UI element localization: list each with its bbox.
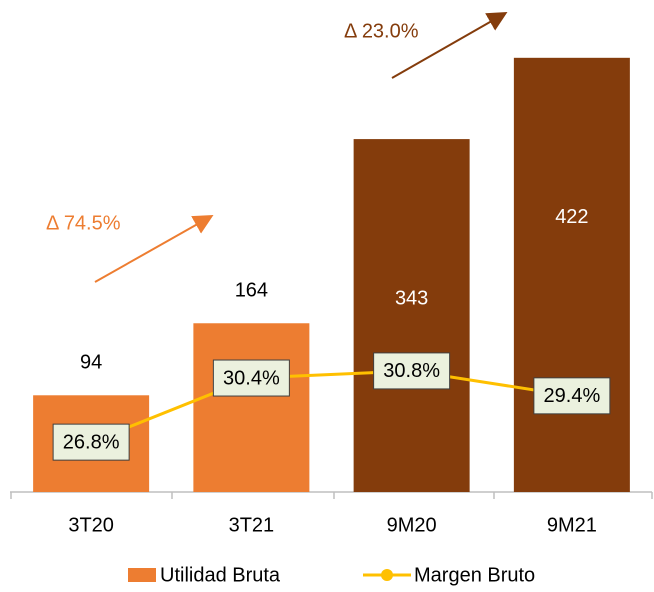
data-label-box: [533, 377, 611, 415]
x-axis-ticks: [10, 492, 653, 499]
data-label-box: [212, 359, 290, 397]
legend-swatch: [381, 569, 393, 581]
data-label: 94: [80, 352, 102, 374]
data-label: 30.4%: [223, 367, 280, 389]
x-tick-label: 3T21: [229, 514, 275, 536]
x-tick-label: 9M21: [547, 514, 597, 536]
legend-label: Margen Bruto: [414, 564, 535, 586]
data-label: 30.8%: [383, 360, 440, 382]
annotation: Δ 74.5%: [46, 212, 121, 234]
x-tick-label: 3T20: [68, 514, 114, 536]
data-label: 26.8%: [63, 431, 120, 453]
annotation: Δ 23.0%: [344, 20, 419, 42]
legend-label: Utilidad Bruta: [160, 564, 281, 586]
x-tick-label: 9M20: [387, 514, 437, 536]
bar: [353, 139, 470, 492]
arrow: [94, 215, 214, 283]
data-label: 164: [235, 280, 268, 302]
data-label: 422: [555, 206, 588, 228]
bar: [193, 323, 310, 492]
data-label: 29.4%: [544, 385, 601, 407]
bar: [513, 57, 630, 492]
data-label: 343: [395, 287, 428, 309]
data-label-box: [373, 352, 451, 390]
line: [90, 369, 573, 444]
data-label-box: [52, 423, 130, 461]
legend-swatch: [128, 568, 156, 582]
arrow: [391, 12, 508, 79]
